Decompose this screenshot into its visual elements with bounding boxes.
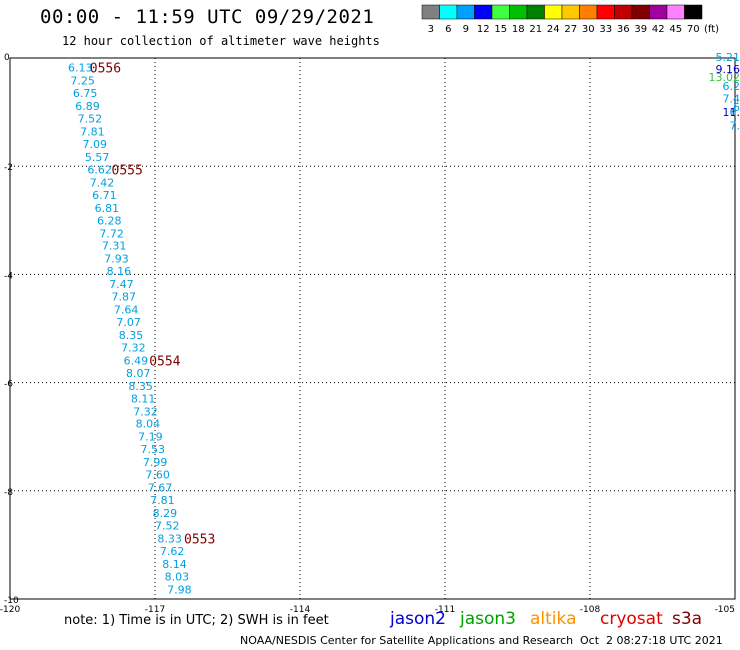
y-tick-label: -6 bbox=[4, 380, 13, 390]
wave-height-value: 7.60 bbox=[145, 469, 170, 482]
wave-height-value: 7.09 bbox=[83, 138, 108, 151]
wave-height-value: 7.32 bbox=[121, 341, 145, 354]
legend-label: 45 bbox=[669, 24, 682, 35]
wave-height-value: 6.75 bbox=[73, 87, 98, 100]
wave-height-value: 8.14 bbox=[162, 558, 187, 571]
legend-label: 9 bbox=[463, 24, 469, 35]
wave-height-value: 6.2 bbox=[723, 80, 740, 93]
pass-time-label: 0554 bbox=[149, 354, 180, 369]
plot-frame bbox=[9, 57, 736, 600]
legend-label: 24 bbox=[547, 24, 560, 35]
legend-label: 18 bbox=[512, 24, 525, 35]
pass-time-label: 0553 bbox=[184, 532, 215, 547]
legend-label: 21 bbox=[529, 24, 542, 35]
wave-height-value: 7.62 bbox=[160, 545, 185, 558]
wave-height-value: 7.64 bbox=[114, 304, 138, 317]
wave-height-value: 8.03 bbox=[165, 570, 190, 583]
wave-height-value: 8.35 bbox=[119, 329, 144, 342]
legend-label: 3 bbox=[428, 24, 434, 35]
wave-height-value: 8.11 bbox=[131, 392, 156, 405]
legend-label: 15 bbox=[494, 24, 507, 35]
pass-time-label: 0556 bbox=[90, 62, 121, 77]
wave-height-value: 9.16 bbox=[716, 63, 740, 76]
generation-timestamp: Oct 2 08:27:18 UTC 2021 bbox=[580, 634, 723, 647]
x-tick-label: -111 bbox=[435, 605, 455, 615]
y-tick-label: -8 bbox=[4, 488, 13, 498]
legend-unit: (ft) bbox=[704, 24, 719, 35]
wave-height-value: 6.89 bbox=[75, 100, 100, 113]
x-tick-label: -117 bbox=[145, 605, 165, 615]
wave-height-value: 7.07 bbox=[116, 316, 141, 329]
legend-swatch bbox=[684, 4, 703, 20]
wave-height-value: 7.52 bbox=[78, 113, 103, 126]
legend-label: 33 bbox=[599, 24, 612, 35]
credit-text: NOAA/NESDIS Center for Satellite Applica… bbox=[240, 634, 574, 647]
wave-height-value: 7.67 bbox=[148, 482, 173, 495]
footnote: note: 1) Time is in UTC; 2) SWH is in fe… bbox=[64, 613, 329, 628]
wave-height-value: 7.72 bbox=[99, 227, 124, 240]
wave-height-value: 7.25 bbox=[70, 75, 95, 88]
wave-height-value: 7.81 bbox=[150, 494, 175, 507]
wave-height-value: 7. bbox=[730, 120, 740, 133]
wave-height-value: 7.42 bbox=[90, 176, 115, 189]
color-scale-legend: 3 6 9 12 15 18 21 24 27 30 33 36 39 42 45 70 (ft) bbox=[421, 4, 719, 35]
wave-height-value: 7.87 bbox=[112, 291, 137, 304]
legend-label: 70 bbox=[687, 24, 700, 35]
wave-height-value: 8.35 bbox=[128, 380, 153, 393]
wave-height-value: 6.81 bbox=[95, 202, 120, 215]
wave-height-value: 7.93 bbox=[104, 253, 129, 266]
wave-height-value: 7.81 bbox=[80, 126, 105, 139]
x-tick-label: -105 bbox=[715, 605, 735, 615]
legend-label: 6 bbox=[445, 24, 451, 35]
y-tick-label: -2 bbox=[4, 163, 13, 173]
wave-height-value: 7.4 bbox=[723, 93, 740, 106]
wave-height-value: 11. bbox=[723, 106, 740, 119]
satellite-jason2: jason2 bbox=[390, 609, 446, 629]
wave-height-value: 6.28 bbox=[97, 214, 122, 227]
page-subtitle: 12 hour collection of altimeter wave hei… bbox=[62, 34, 380, 48]
wave-height-value: 6.49 bbox=[124, 354, 149, 367]
wave-height-value: 6.71 bbox=[92, 189, 117, 202]
y-tick-label: -4 bbox=[4, 271, 13, 281]
wave-height-value: 7.31 bbox=[102, 240, 127, 253]
wave-height-value: 7.98 bbox=[167, 583, 192, 596]
legend-label: 12 bbox=[477, 24, 490, 35]
wave-height-value: 8.33 bbox=[157, 532, 182, 545]
wave-height-value: 7.19 bbox=[138, 431, 163, 444]
satellite-altika: altika bbox=[530, 609, 577, 629]
wave-height-value: 5.57 bbox=[85, 151, 110, 164]
wave-height-value: 5.21 bbox=[716, 51, 740, 64]
wave-height-value: 7.52 bbox=[155, 519, 180, 532]
satellite-s3a: s3a bbox=[672, 609, 703, 629]
legend-label: 39 bbox=[634, 24, 647, 35]
satellite-jason3: jason3 bbox=[460, 609, 516, 629]
x-tick-label: -114 bbox=[290, 605, 311, 615]
wave-height-value: 7.32 bbox=[133, 405, 158, 418]
wave-height-value: 6.62 bbox=[87, 163, 112, 176]
wave-height-value: 6.13 bbox=[68, 62, 93, 75]
x-tick-label: -108 bbox=[580, 605, 601, 615]
pass-time-label: 0555 bbox=[112, 163, 143, 178]
page-title: 00:00 - 11:59 UTC 09/29/2021 bbox=[40, 6, 375, 28]
y-tick-label: 0 bbox=[4, 53, 10, 63]
y-tick-label: -10 bbox=[4, 596, 19, 606]
wave-height-value: 13.02 bbox=[709, 71, 740, 84]
wave-height-value: 7.47 bbox=[109, 278, 134, 291]
legend-label: 36 bbox=[617, 24, 630, 35]
wave-height-value: 6. bbox=[730, 106, 740, 119]
wave-height-value: 6 bbox=[733, 101, 740, 114]
legend-label: 30 bbox=[582, 24, 595, 35]
wave-height-value: 8.07 bbox=[126, 367, 151, 380]
satellite-cryosat: cryosat bbox=[600, 609, 663, 629]
wave-height-value: 7.53 bbox=[141, 443, 166, 456]
legend-label: 42 bbox=[652, 24, 665, 35]
wave-height-value: 8.29 bbox=[153, 507, 178, 520]
wave-height-value: 8.04 bbox=[136, 418, 161, 431]
wave-height-value: 7.99 bbox=[143, 456, 168, 469]
wave-height-value: 8.16 bbox=[107, 265, 131, 278]
x-tick-label: -120 bbox=[0, 605, 20, 615]
legend-label: 27 bbox=[564, 24, 577, 35]
